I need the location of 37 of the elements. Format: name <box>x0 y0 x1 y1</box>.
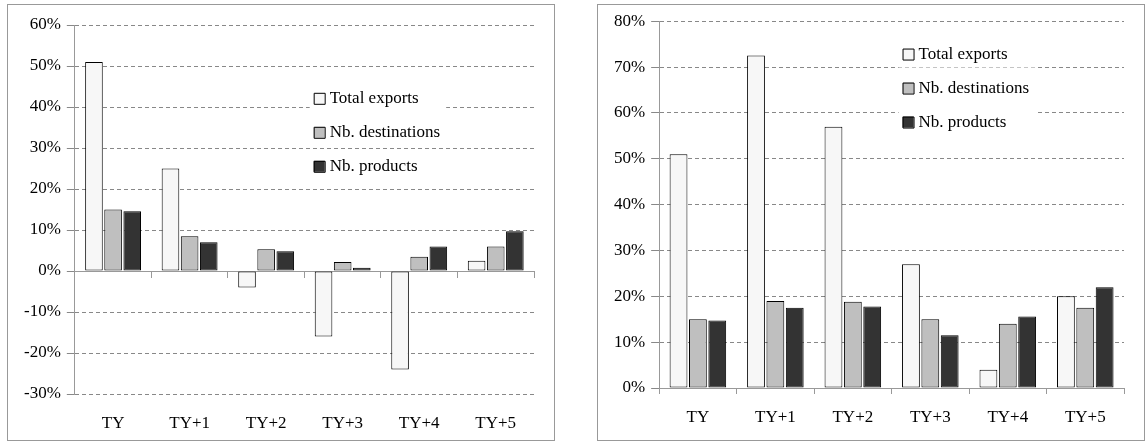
y-tick-label: 40% <box>29 96 61 116</box>
x-tick-label: TY+5 <box>475 413 517 433</box>
y-tick-label: -30% <box>23 383 61 403</box>
y-tick-label: 30% <box>613 239 646 259</box>
y-tick-label: 30% <box>29 137 61 157</box>
x-tick-label: TY+1 <box>169 413 210 433</box>
y-tick-label: 20% <box>613 285 646 305</box>
x-tick-label: TY+2 <box>832 407 874 427</box>
y-tick-label: 80% <box>613 10 646 30</box>
y-tick-label: 50% <box>29 55 61 75</box>
legend-label: Nb. products <box>918 112 1007 132</box>
y-tick-label: 40% <box>613 194 646 214</box>
x-tick-label: TY <box>101 413 125 433</box>
y-tick-label: 60% <box>29 14 61 34</box>
x-tick-label: TY+3 <box>909 407 951 427</box>
x-tick-label: TY+5 <box>1064 407 1106 427</box>
x-tick-label: TY+1 <box>755 407 796 427</box>
x-tick-label: TY+2 <box>245 413 287 433</box>
x-tick-label: TY <box>686 407 710 427</box>
legend-label: Nb. destinations <box>329 122 441 142</box>
x-tick-label: TY+4 <box>987 407 1029 427</box>
legend-label: Total exports <box>918 44 1008 64</box>
y-tick-label: 10% <box>29 219 61 239</box>
y-tick-label: -20% <box>23 342 61 362</box>
x-tick-label: TY+3 <box>322 413 364 433</box>
y-tick-label: -10% <box>23 301 61 321</box>
y-tick-label: 0% <box>622 377 646 397</box>
y-tick-label: 20% <box>29 178 61 198</box>
legend-label: Nb. products <box>329 156 418 176</box>
y-tick-label: 50% <box>613 148 646 168</box>
y-tick-label: 10% <box>613 331 646 351</box>
legend-label: Nb. destinations <box>918 78 1030 98</box>
y-tick-label: 60% <box>613 102 646 122</box>
legend-label: Total exports <box>329 88 419 108</box>
y-tick-label: 70% <box>613 56 646 76</box>
y-tick-label: 0% <box>38 260 61 280</box>
x-tick-label: TY+4 <box>398 413 441 433</box>
